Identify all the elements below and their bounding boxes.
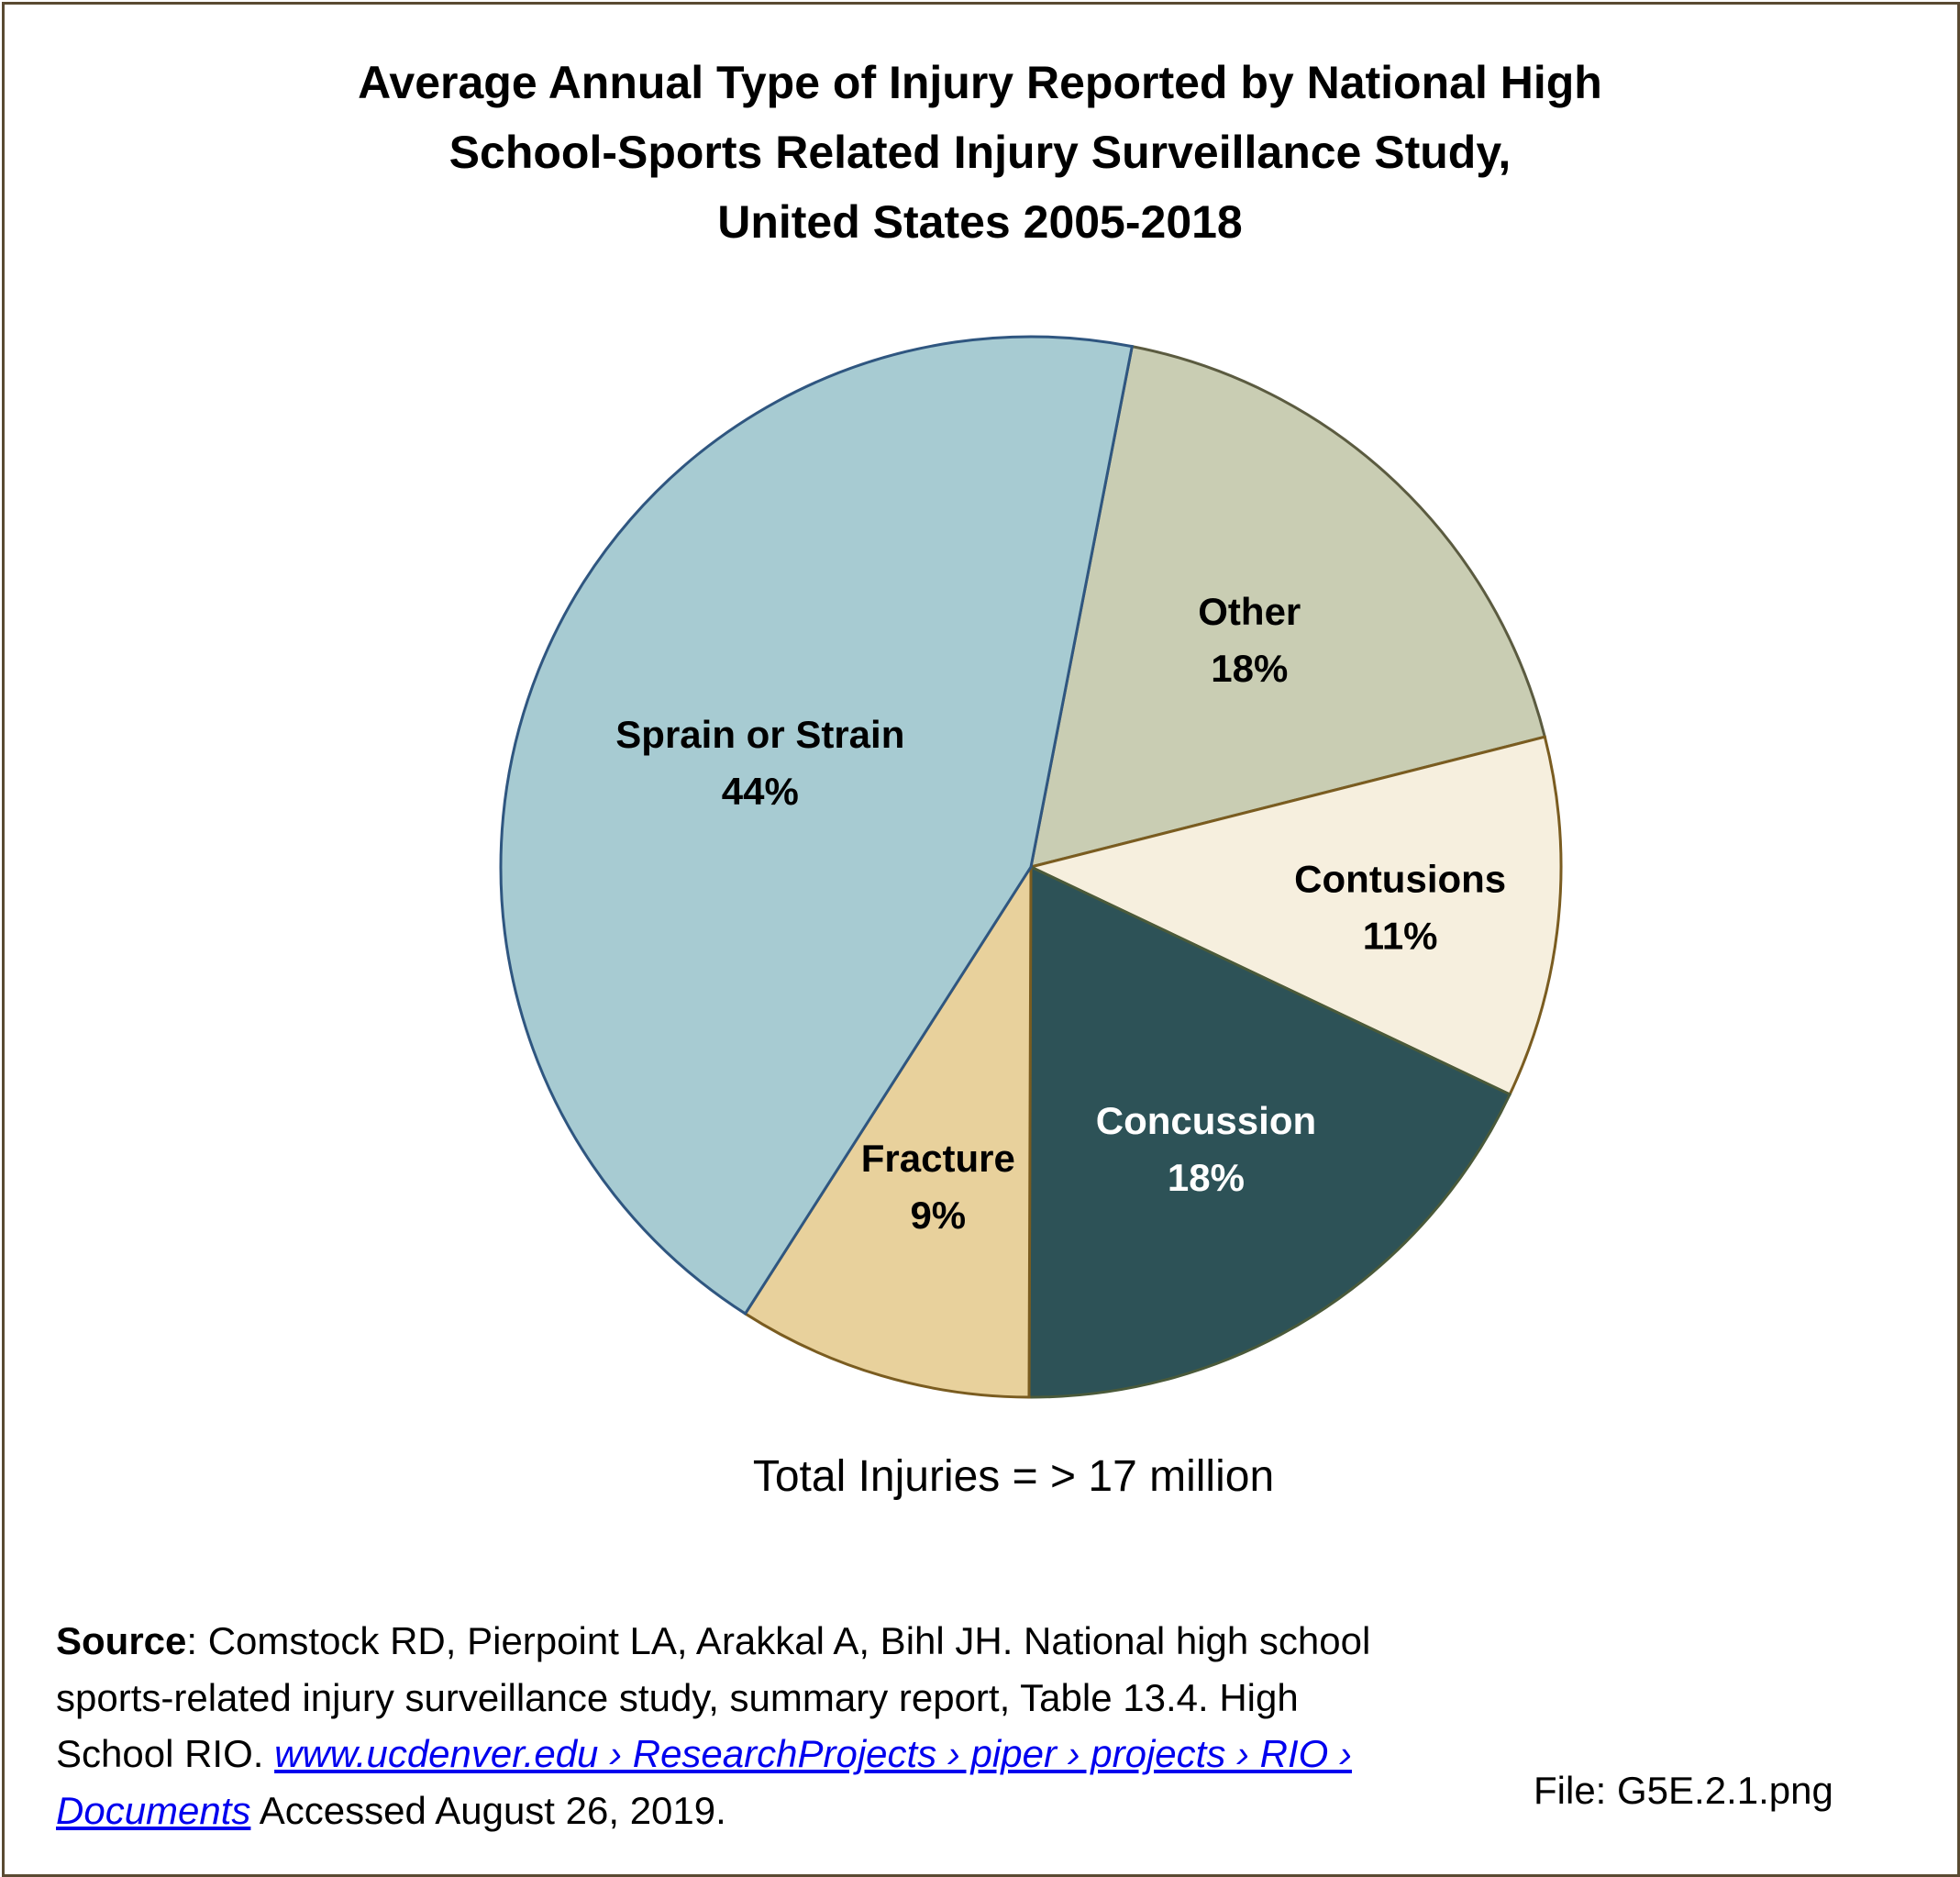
pie-slice-sprain-or-strain <box>499 335 1135 1316</box>
source-link[interactable]: www.ucdenver.edu › ResearchProjects › pi… <box>56 1732 1352 1832</box>
pie-slice-other <box>1029 344 1547 870</box>
data-label-contusions: Contusions <box>1294 857 1506 900</box>
title-line-1: Average Annual Type of Injury Reported b… <box>358 57 1602 108</box>
pie-slice-concussion <box>1027 864 1512 1399</box>
data-value-other: 18% <box>1211 647 1288 690</box>
source-accessed: Accessed August 26, 2019. <box>250 1788 726 1832</box>
data-value-fracture: 9% <box>910 1194 966 1237</box>
source-label: Source <box>56 1619 187 1662</box>
data-value-concussion: 18% <box>1168 1156 1245 1199</box>
source-note: Source: Comstock RD, Pierpoint LA, Arakk… <box>56 1613 1413 1838</box>
pie-slice-fracture <box>743 861 1033 1399</box>
data-label-fracture: Fracture <box>861 1137 1015 1180</box>
file-name: File: G5E.2.1.png <box>1534 1769 1833 1812</box>
data-label-concussion: Concussion <box>1096 1099 1316 1142</box>
pie-slice-contusions <box>1026 735 1563 1096</box>
data-value-sprain-or-strain: 44% <box>722 770 799 813</box>
total-injuries: Total Injuries = > 17 million <box>752 1452 1275 1501</box>
source-text: : Comstock RD, Pierpoint LA, Arakkal A, … <box>56 1619 1371 1775</box>
title-line-2: School-Sports Related Injury Surveillanc… <box>448 127 1512 178</box>
title-line-3: United States 2005-2018 <box>717 196 1243 248</box>
data-label-other: Other <box>1198 590 1301 633</box>
data-label-sprain-or-strain: Sprain or Strain <box>615 713 904 756</box>
chart-title: Average Annual Type of Injury Reported b… <box>0 48 1960 257</box>
data-value-contusions: 11% <box>1363 914 1438 957</box>
